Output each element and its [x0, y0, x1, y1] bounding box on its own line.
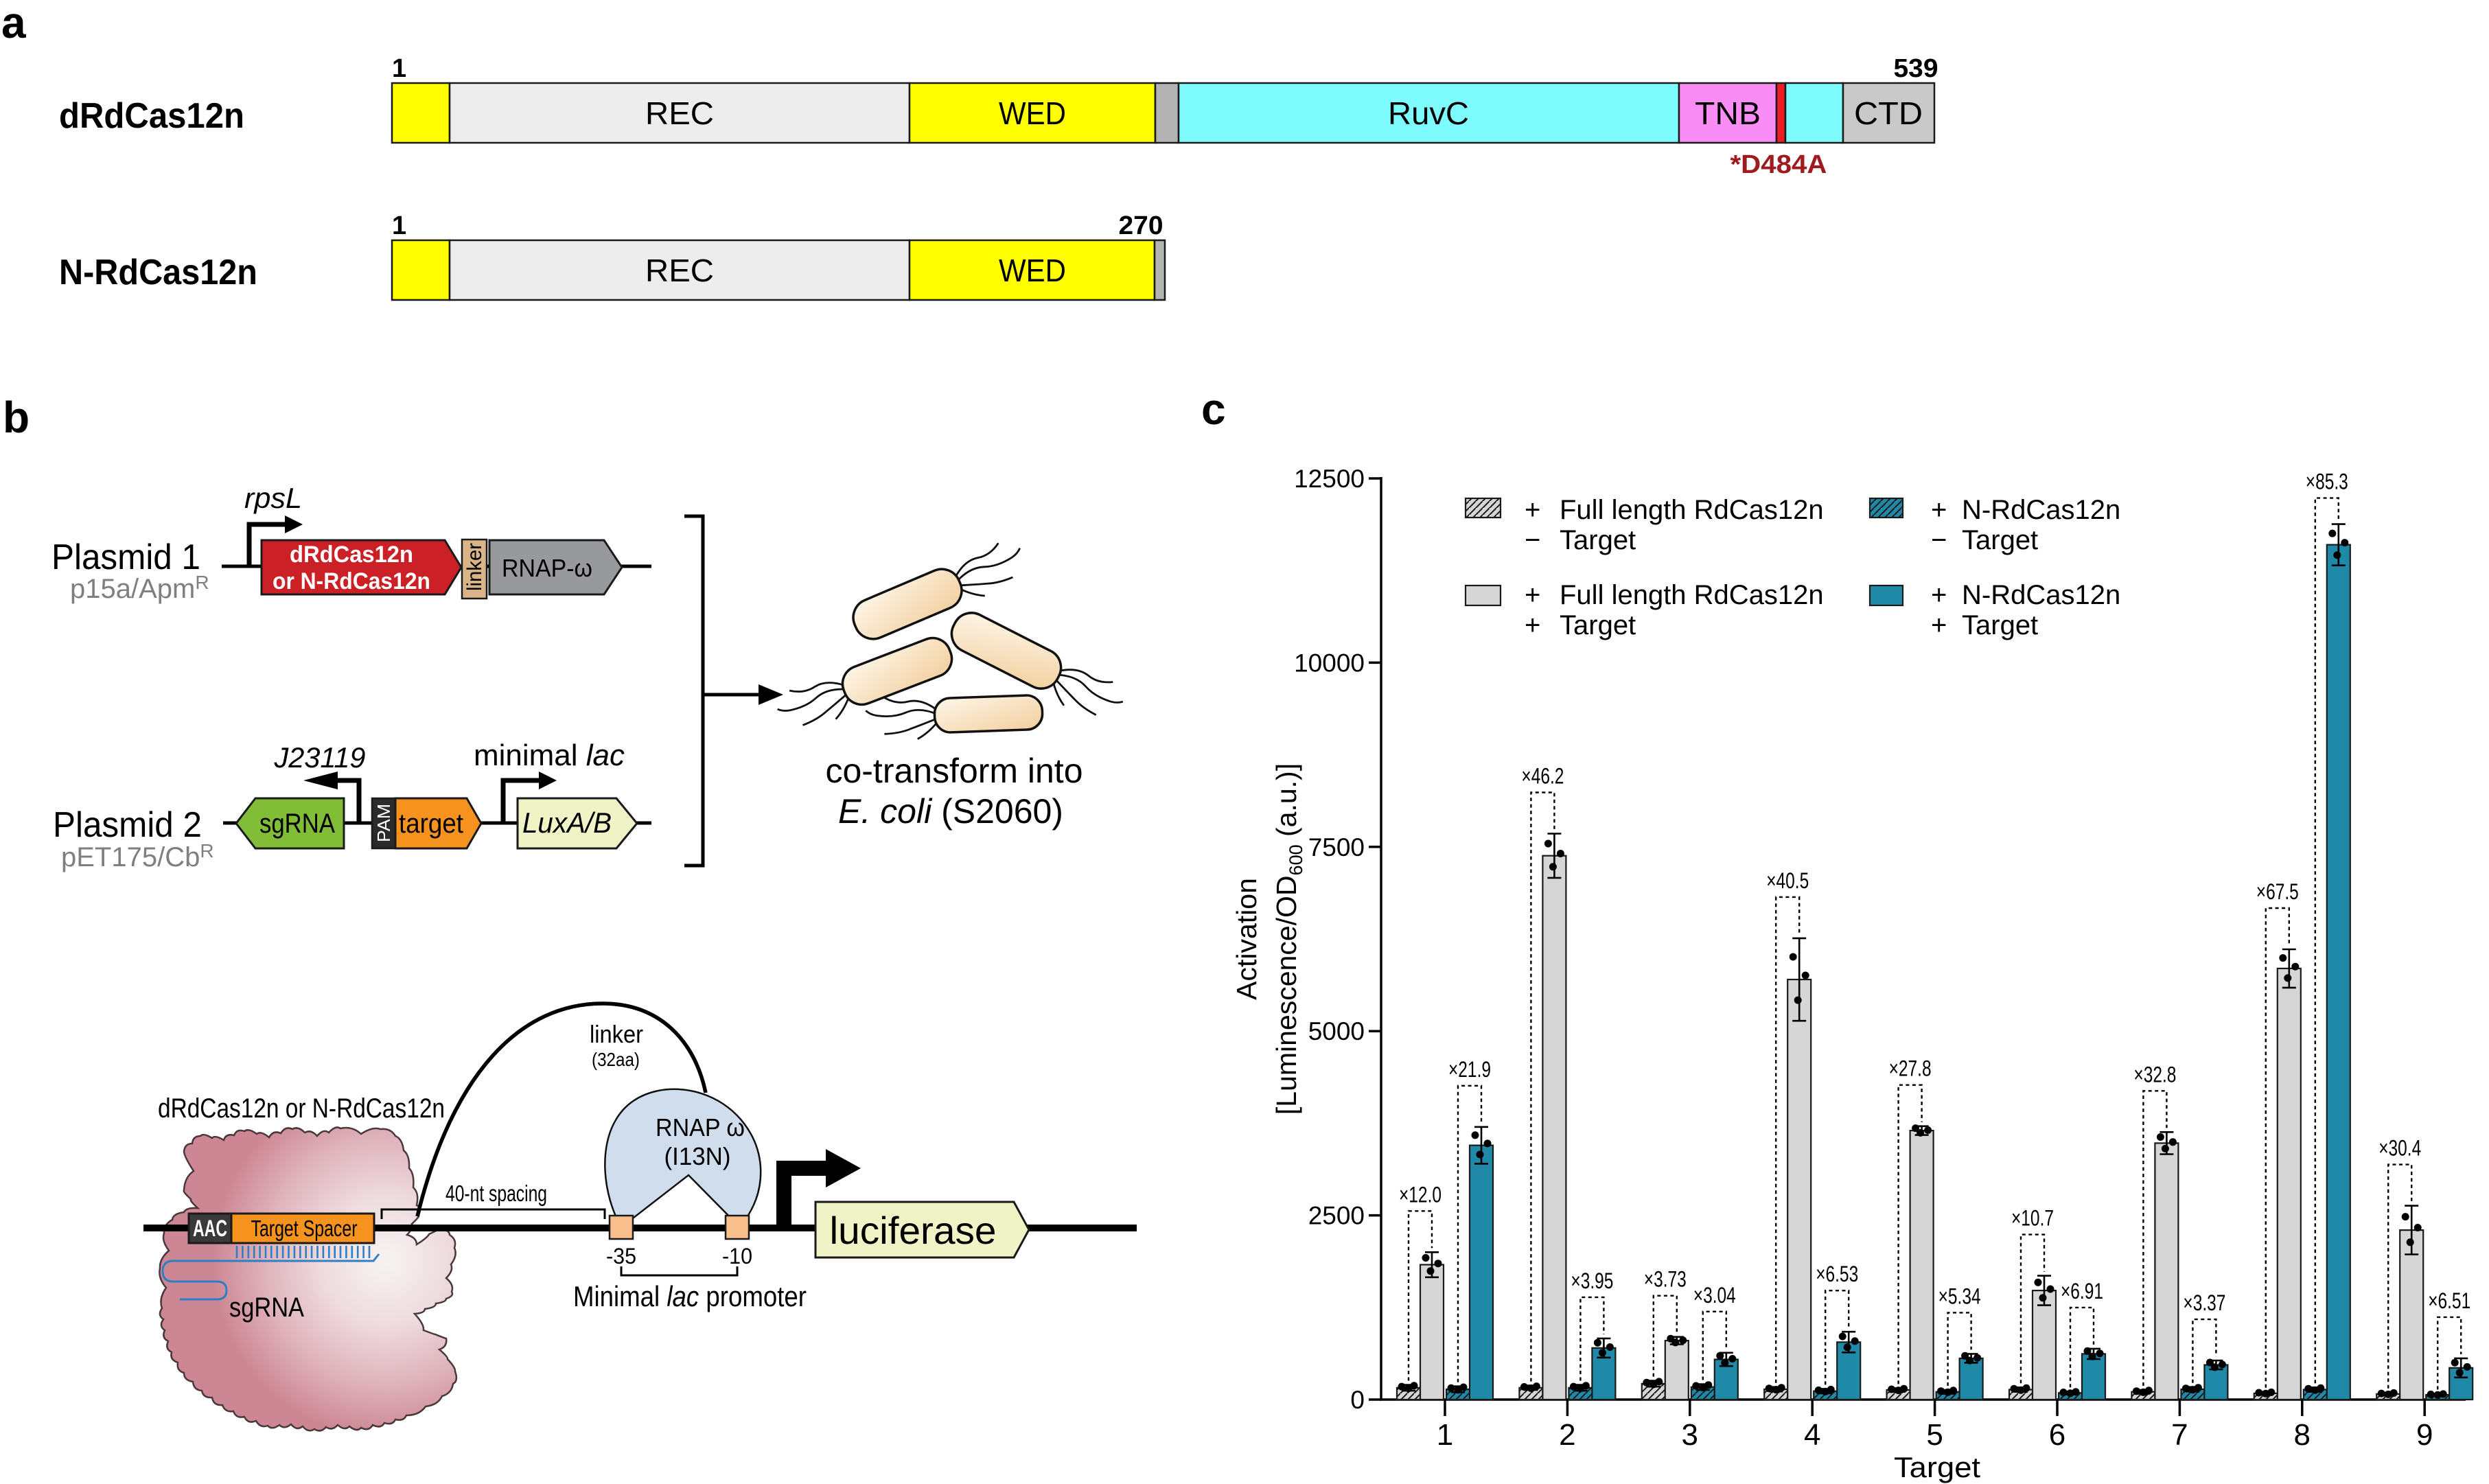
svg-text:co-transform into: co-transform into — [826, 752, 1083, 790]
svg-text:luciferase: luciferase — [830, 1209, 997, 1252]
svg-text:9: 9 — [2416, 1418, 2433, 1452]
svg-text:Plasmid 1: Plasmid 1 — [51, 537, 200, 577]
svg-text:target: target — [399, 809, 463, 839]
svg-text:6: 6 — [2049, 1418, 2065, 1452]
svg-text:or N-RdCas12n: or N-RdCas12n — [273, 568, 430, 594]
svg-text:+: + — [1931, 580, 1947, 610]
svg-text:×85.3: ×85.3 — [2306, 469, 2348, 494]
svg-text:linker: linker — [463, 543, 486, 591]
svg-text:RuvC: RuvC — [1388, 95, 1469, 131]
svg-text:×5.34: ×5.34 — [1938, 1284, 1981, 1308]
svg-text:+: + — [1931, 610, 1947, 640]
svg-text:Target: Target — [1962, 525, 2038, 555]
svg-text:c: c — [1201, 384, 1226, 434]
svg-text:WED: WED — [999, 95, 1066, 131]
svg-text:b: b — [3, 393, 30, 442]
svg-text:dRdCas12n: dRdCas12n — [290, 542, 413, 568]
svg-text:Target: Target — [1560, 610, 1636, 640]
svg-text:LuxA/B: LuxA/B — [522, 807, 612, 839]
svg-text:×12.0: ×12.0 — [1399, 1182, 1442, 1207]
svg-text:7500: 7500 — [1308, 833, 1365, 861]
svg-text:linker: linker — [590, 1020, 643, 1048]
svg-text:J23119: J23119 — [274, 741, 366, 774]
svg-text:*D484A: *D484A — [1730, 150, 1827, 179]
svg-text:×3.95: ×3.95 — [1571, 1268, 1613, 1293]
svg-text:minimal lac: minimal lac — [474, 739, 625, 772]
svg-text:3: 3 — [1682, 1418, 1698, 1452]
svg-text:×6.51: ×6.51 — [2428, 1288, 2470, 1313]
svg-text:1: 1 — [392, 54, 406, 83]
svg-text:E. coli (S2060): E. coli (S2060) — [838, 792, 1063, 831]
svg-text:dRdCas12n: dRdCas12n — [59, 96, 244, 136]
svg-text:-35: -35 — [606, 1244, 636, 1268]
svg-text:AAC: AAC — [193, 1216, 227, 1242]
svg-text:1: 1 — [1437, 1418, 1453, 1452]
svg-text:539: 539 — [1894, 54, 1938, 83]
svg-text:270: 270 — [1119, 211, 1164, 240]
svg-text:dRdCas12n or N-RdCas12n: dRdCas12n or N-RdCas12n — [158, 1093, 445, 1124]
svg-text:8: 8 — [2294, 1418, 2311, 1452]
svg-text:5000: 5000 — [1308, 1017, 1365, 1045]
svg-text:2: 2 — [1559, 1418, 1575, 1452]
svg-text:p15a/ApmR: p15a/ApmR — [70, 572, 209, 604]
svg-text:4: 4 — [1804, 1418, 1820, 1452]
svg-text:7: 7 — [2171, 1418, 2188, 1452]
svg-text:×3.04: ×3.04 — [1693, 1283, 1736, 1308]
svg-text:×46.2: ×46.2 — [1521, 763, 1564, 788]
svg-text:N-RdCas12n: N-RdCas12n — [59, 253, 257, 292]
svg-text:×32.8: ×32.8 — [2133, 1062, 2176, 1087]
svg-text:+: + — [1931, 495, 1947, 525]
svg-text:×40.5: ×40.5 — [1766, 868, 1809, 893]
svg-text:N-RdCas12n: N-RdCas12n — [1962, 580, 2120, 610]
svg-text:(I13N): (I13N) — [664, 1142, 731, 1170]
svg-text:2500: 2500 — [1308, 1202, 1365, 1230]
svg-text:N-RdCas12n: N-RdCas12n — [1962, 495, 2120, 525]
svg-text:sgRNA: sgRNA — [259, 809, 335, 839]
svg-text:−: − — [1931, 525, 1947, 555]
svg-text:PAM: PAM — [373, 804, 394, 842]
svg-text:×3.37: ×3.37 — [2183, 1290, 2225, 1315]
svg-text:TNB: TNB — [1695, 95, 1761, 131]
svg-text:5: 5 — [1926, 1418, 1943, 1452]
svg-text:10000: 10000 — [1294, 649, 1365, 677]
svg-text:REC: REC — [645, 253, 714, 288]
svg-text:(32aa): (32aa) — [592, 1049, 640, 1070]
svg-text:Target: Target — [1894, 1451, 1980, 1483]
svg-text:[Luminescence/OD600 (a.u.)]: [Luminescence/OD600 (a.u.)] — [1271, 763, 1306, 1115]
svg-text:+: + — [1525, 495, 1540, 525]
svg-text:rpsL: rpsL — [244, 482, 302, 514]
svg-text:−: − — [1525, 525, 1540, 555]
svg-text:×67.5: ×67.5 — [2256, 879, 2299, 904]
svg-text:sgRNA: sgRNA — [229, 1292, 304, 1323]
svg-text:Target Spacer: Target Spacer — [251, 1216, 358, 1241]
svg-text:a: a — [1, 0, 26, 47]
svg-text:pET175/CbR: pET175/CbR — [61, 840, 214, 872]
svg-text:Full length RdCas12n: Full length RdCas12n — [1560, 580, 1824, 610]
svg-text:1: 1 — [392, 211, 406, 240]
svg-text:-10: -10 — [722, 1244, 752, 1268]
svg-text:×6.53: ×6.53 — [1816, 1262, 1858, 1286]
svg-text:×6.91: ×6.91 — [2061, 1279, 2103, 1303]
svg-text:Activation: Activation — [1231, 878, 1262, 1000]
svg-text:+: + — [1525, 580, 1540, 610]
svg-text:RNAP ω: RNAP ω — [656, 1113, 745, 1141]
svg-text:12500: 12500 — [1294, 465, 1365, 493]
svg-text:Target: Target — [1962, 610, 2038, 640]
svg-text:+: + — [1525, 610, 1540, 640]
svg-text:REC: REC — [645, 95, 714, 131]
svg-text:0: 0 — [1350, 1386, 1365, 1414]
svg-text:Target: Target — [1560, 525, 1636, 555]
svg-text:Minimal lac promoter: Minimal lac promoter — [573, 1280, 807, 1312]
svg-text:×21.9: ×21.9 — [1448, 1057, 1491, 1082]
svg-text:×3.73: ×3.73 — [1644, 1267, 1687, 1292]
svg-text:Plasmid 2: Plasmid 2 — [53, 805, 202, 845]
svg-text:×30.4: ×30.4 — [2378, 1136, 2421, 1161]
svg-text:WED: WED — [999, 253, 1066, 288]
svg-text:Full length RdCas12n: Full length RdCas12n — [1560, 495, 1824, 525]
svg-text:RNAP-ω: RNAP-ω — [502, 554, 592, 582]
svg-text:×10.7: ×10.7 — [2011, 1206, 2054, 1231]
svg-text:×27.8: ×27.8 — [1889, 1056, 1932, 1081]
svg-text:40-nt spacing: 40-nt spacing — [445, 1181, 547, 1206]
svg-text:CTD: CTD — [1854, 95, 1923, 131]
